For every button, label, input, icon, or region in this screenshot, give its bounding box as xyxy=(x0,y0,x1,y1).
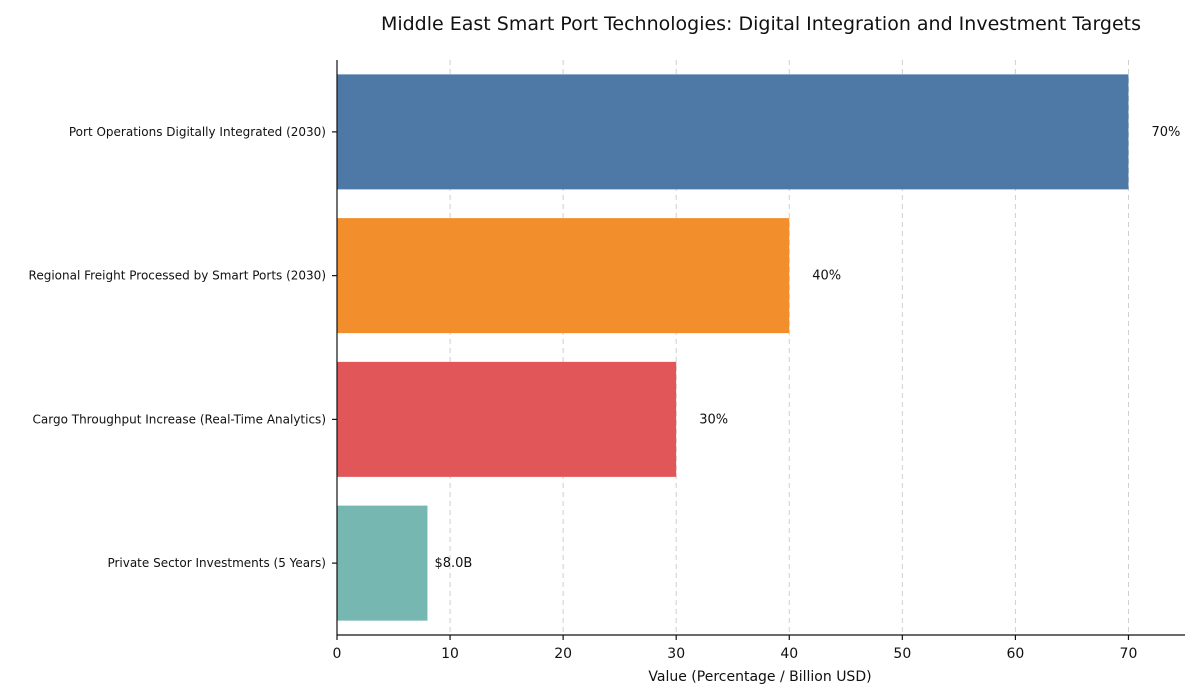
data-label-2: 40% xyxy=(812,269,841,284)
axis-layer: 0 10 20 30 40 50 60 70 Port Operations Digitally… xyxy=(29,60,1185,662)
x-tick-label-40: 40 xyxy=(780,646,798,662)
bar-layer: 70% 40% 30% $8.0B xyxy=(337,74,1180,621)
x-tick-label-60: 60 xyxy=(1006,646,1024,662)
category-label-1: Port Operations Digitally Integrated (20… xyxy=(69,125,326,139)
data-label-3: 30% xyxy=(699,412,728,427)
x-axis-title: Value (Percentage / Billion USD) xyxy=(648,669,871,685)
bar-1 xyxy=(337,74,1129,190)
x-tick-label-20: 20 xyxy=(554,646,572,662)
x-tick-label-70: 70 xyxy=(1120,646,1138,662)
bar-3 xyxy=(337,361,677,477)
grid-layer xyxy=(449,60,1129,635)
x-tick-label-30: 30 xyxy=(667,646,685,662)
category-label-2: Regional Freight Processed by Smart Port… xyxy=(29,269,326,283)
chart-title: Middle East Smart Port Technologies: Dig… xyxy=(381,13,1141,35)
x-tick-label-50: 50 xyxy=(893,646,911,662)
x-tick-label-10: 10 xyxy=(441,646,459,662)
bar-2 xyxy=(337,218,790,334)
category-label-3: Cargo Throughput Increase (Real-Time Ana… xyxy=(33,412,326,426)
category-label-4: Private Sector Investments (5 Years) xyxy=(107,556,326,570)
data-label-4: $8.0B xyxy=(434,556,472,571)
data-label-1: 70% xyxy=(1151,125,1180,140)
x-tick-label-0: 0 xyxy=(333,646,342,662)
bar-4 xyxy=(337,505,428,621)
